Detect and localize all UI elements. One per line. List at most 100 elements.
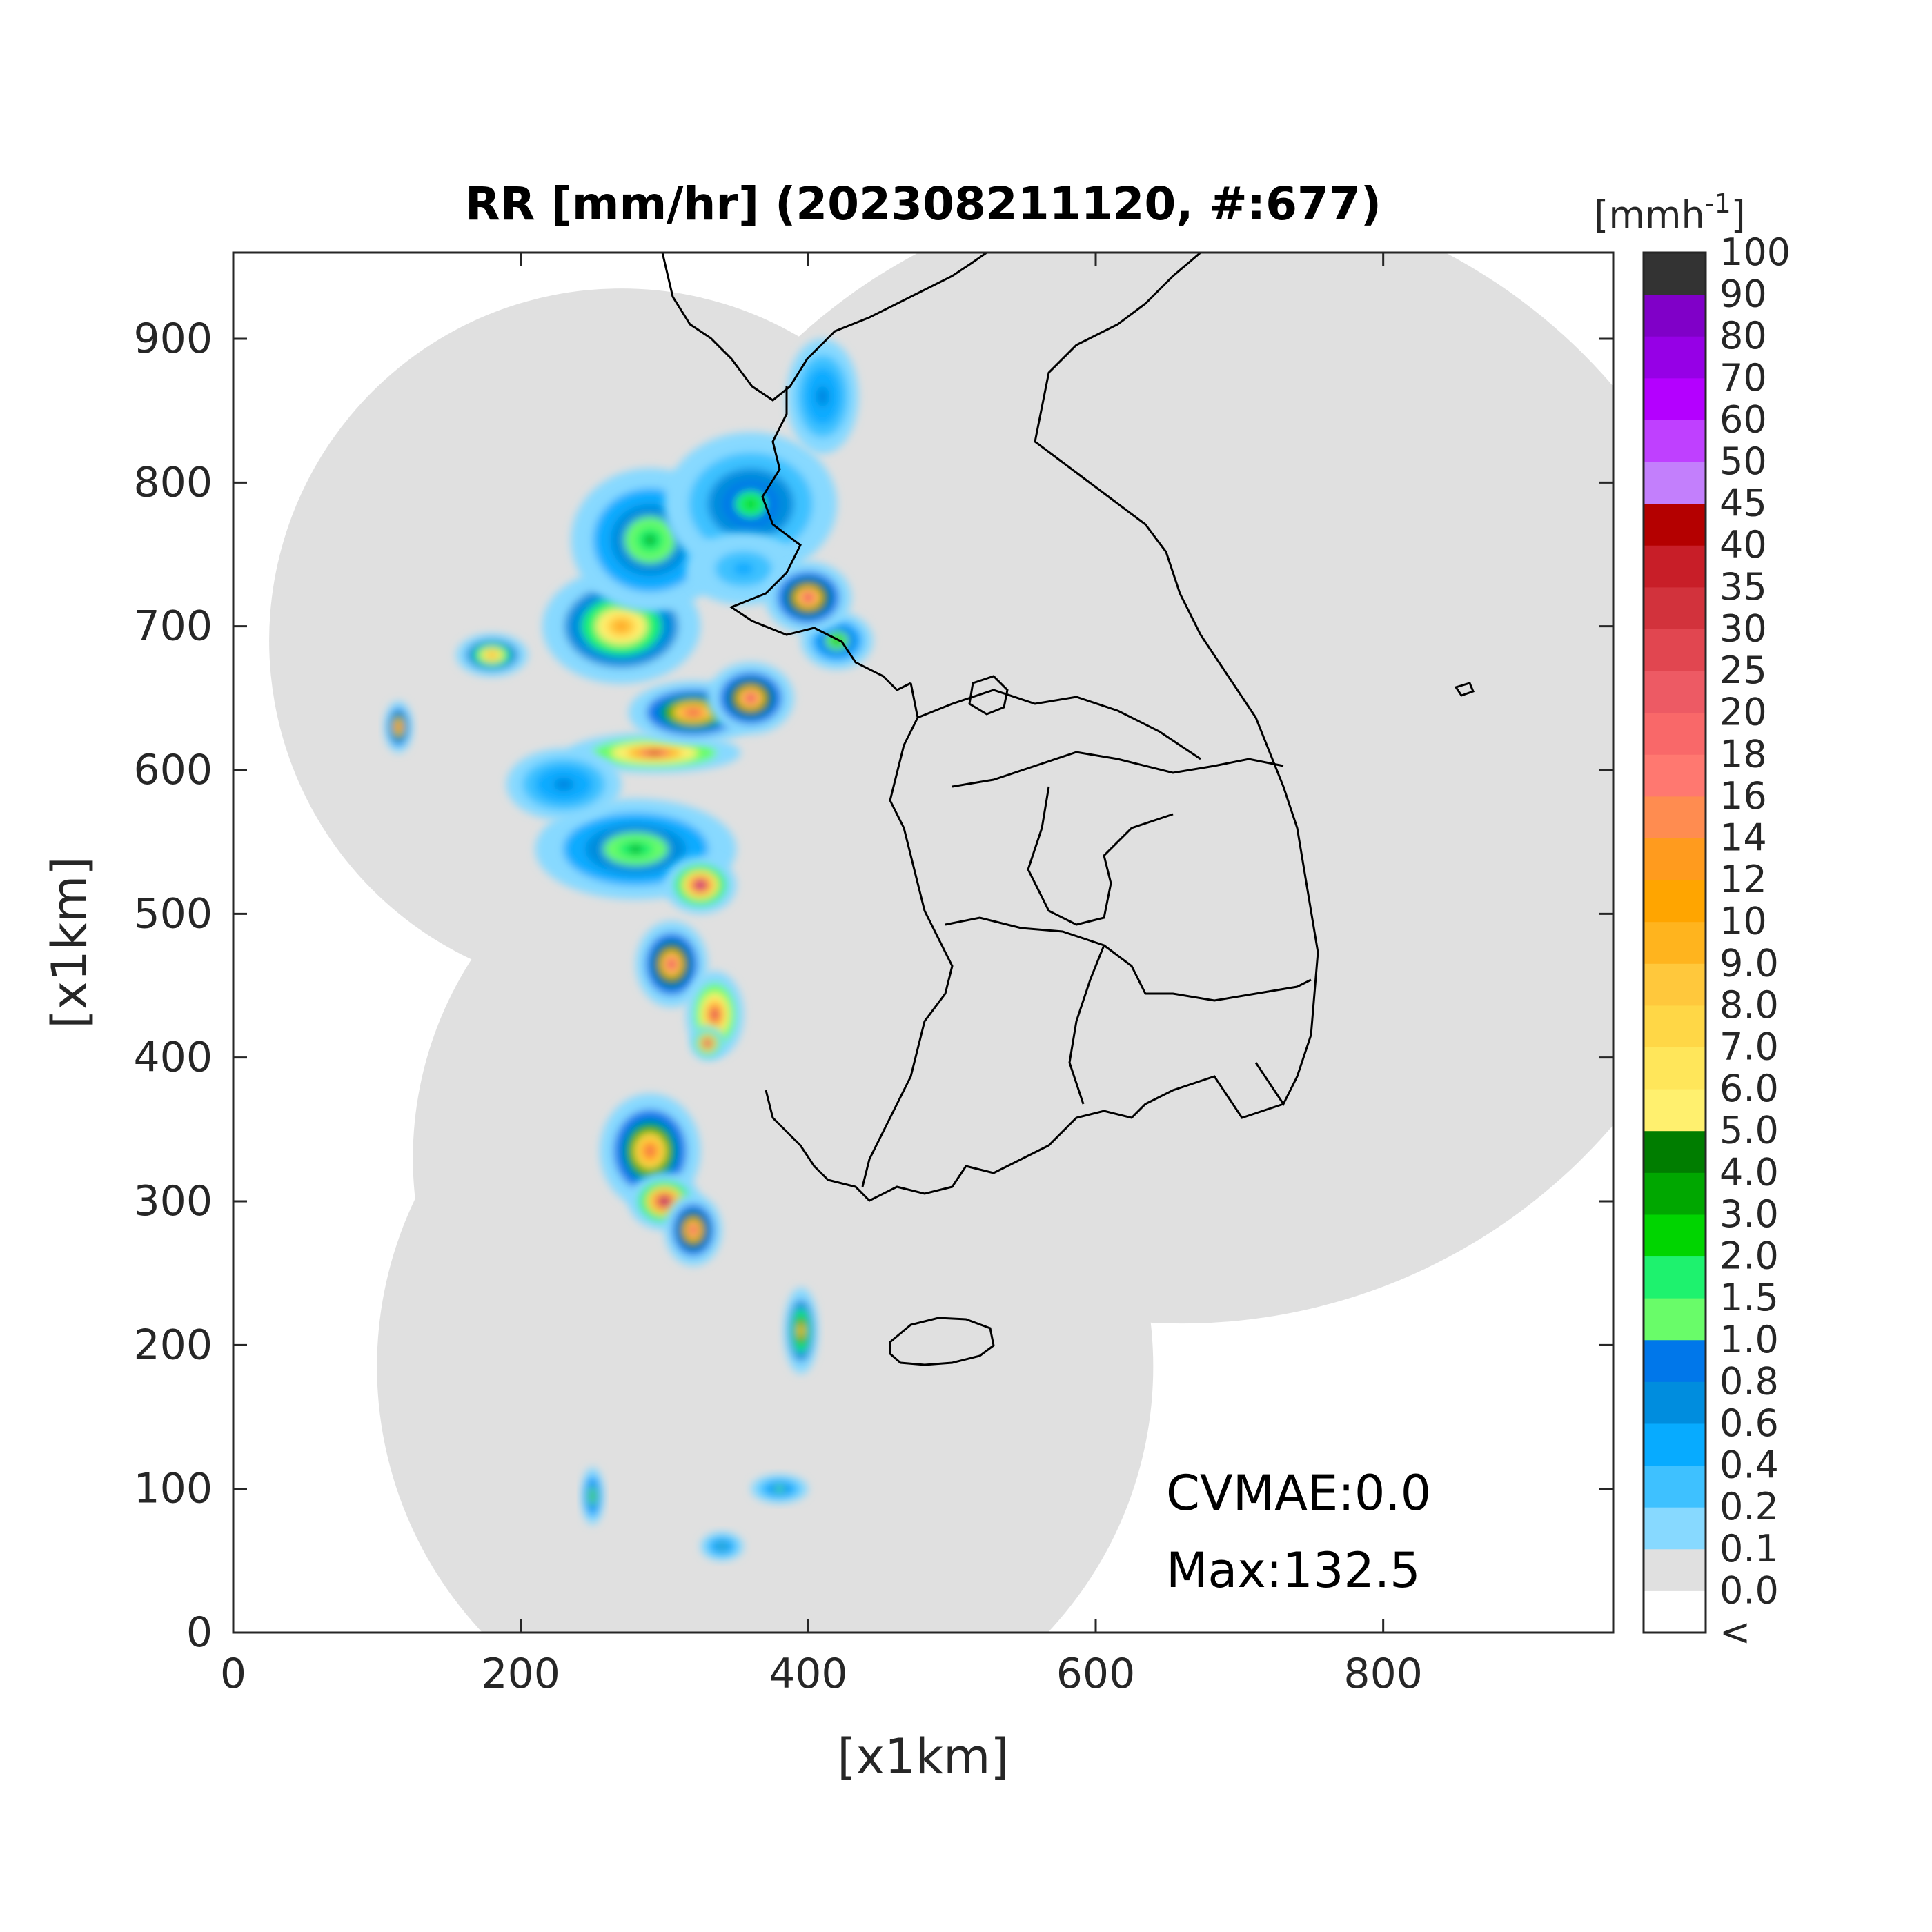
colorbar-label-13: 6.0: [1719, 1067, 1779, 1110]
colorbar-label-32: 90: [1719, 273, 1767, 316]
colorbar-label-26: 40: [1719, 523, 1767, 566]
rain-cell-17-band-5: [590, 1494, 595, 1499]
colorbar-swatch-29: [1644, 377, 1706, 420]
colorbar-label-14: 7.0: [1719, 1025, 1779, 1069]
y-tick-label-9: 900: [133, 315, 213, 363]
rain-cell-21: [765, 561, 851, 634]
colorbar-swatch-21: [1644, 712, 1706, 755]
colorbar-label-20: 16: [1719, 774, 1767, 818]
x-tick-label-0: 0: [220, 1650, 246, 1698]
colorbar-label-28: 50: [1719, 440, 1767, 483]
colorbar-label-23: 25: [1719, 649, 1767, 692]
rain-cell-3-band-5: [615, 622, 627, 631]
rain-cell-22-band-5: [820, 392, 825, 401]
rain-cell-10-band-5: [647, 1147, 654, 1155]
colorbar-swatch-15: [1644, 963, 1706, 1006]
y-tick-label-8: 800: [133, 458, 213, 506]
colorbar-swatch-10: [1644, 1172, 1706, 1215]
colorbar-swatch-20: [1644, 754, 1706, 797]
coastline-boundaries: [661, 253, 1475, 1366]
colorbar-label-27: 45: [1719, 482, 1767, 525]
rain-cell-13-band-5: [705, 1041, 710, 1045]
y-tick-label-5: 500: [133, 889, 213, 938]
seoul-boundary: [968, 675, 1009, 716]
x-tick-label-2: 400: [769, 1650, 848, 1698]
rain-cell-1-band-5: [689, 710, 698, 715]
colorbar-unit: [mmh-1]: [1594, 188, 1745, 237]
colorbar-label-3: 0.2: [1719, 1485, 1779, 1528]
x-tick-label-1: 200: [481, 1650, 560, 1698]
colorbar-unit-exponent: -1: [1705, 188, 1731, 219]
colorbar-label-12: 5.0: [1719, 1109, 1779, 1152]
y-axis: 0 100 200 300 400 500 600 700 800 900: [133, 315, 1613, 1657]
colorbar-unit-close: ]: [1731, 193, 1746, 237]
colorbar-label-0: <: [1719, 1610, 1751, 1654]
colorbar-swatch-0: [1644, 1590, 1706, 1633]
colorbar-label-2: 0.1: [1719, 1527, 1779, 1570]
figure-title: RR [mm/hr] (202308211120, #:677): [465, 177, 1381, 230]
ulleung-island: [1454, 682, 1475, 697]
x-tick-label-4: 800: [1343, 1650, 1423, 1698]
colorbar-label-9: 2.0: [1719, 1234, 1779, 1278]
rain-cell-16-band-5: [396, 724, 401, 729]
sk-west-coast: [861, 682, 954, 1187]
colorbar-swatch-4: [1644, 1423, 1706, 1466]
y-tick-label-6: 600: [133, 746, 213, 794]
rain-cell-13: [690, 1025, 725, 1061]
colorbar-label-17: 10: [1719, 900, 1767, 943]
rain-cell-4-band-5: [644, 535, 656, 545]
colorbar-label-6: 0.8: [1719, 1359, 1779, 1403]
colorbar-label-5: 0.6: [1719, 1401, 1779, 1445]
colorbar-swatch-12: [1644, 1089, 1706, 1132]
colorbar-label-16: 9.0: [1719, 941, 1779, 985]
axes-box: [232, 251, 1615, 1634]
y-tick-label-4: 400: [133, 1034, 213, 1082]
colorbar-swatch-16: [1644, 921, 1706, 964]
rain-cell-8-band-5: [669, 960, 675, 967]
colorbar-label-11: 4.0: [1719, 1150, 1779, 1194]
rain-cell-7: [664, 856, 737, 914]
colorbar-swatch-11: [1644, 1130, 1706, 1173]
colorbar-swatch-17: [1644, 880, 1706, 923]
rain-cell-0: [568, 732, 741, 773]
y-axis-label: [x1km]: [41, 856, 98, 1028]
rain-cell-23-band-5: [777, 1486, 782, 1491]
china-korea-border: [661, 253, 987, 402]
rain-cell-24-band-5: [720, 1544, 724, 1548]
colorbar-swatch-23: [1644, 629, 1706, 671]
colorbar-swatch-1: [1644, 1548, 1706, 1591]
rain-cell-19-band-5: [560, 782, 569, 787]
x-axis-label: [x1km]: [837, 1728, 1009, 1785]
y-tick-label-0: 0: [186, 1608, 213, 1657]
colorbar-label-22: 20: [1719, 691, 1767, 734]
colorbar-swatch-22: [1644, 671, 1706, 713]
rain-cell-12-band-5: [691, 1228, 696, 1233]
colorbar-label-21: 18: [1719, 732, 1767, 776]
colorbar-label-31: 80: [1719, 314, 1767, 357]
colorbar-swatch-26: [1644, 503, 1706, 546]
colorbar-swatch-25: [1644, 545, 1706, 588]
rain-cell-11-band-5: [662, 1199, 667, 1203]
colorbar-swatch-7: [1644, 1298, 1706, 1341]
colorbar: <0.00.10.20.40.60.81.01.52.03.04.05.06.0…: [1642, 230, 1791, 1654]
rain-cell-2: [707, 662, 794, 734]
rain-cell-14: [783, 1288, 818, 1374]
colorbar-swatch-9: [1644, 1214, 1706, 1257]
colorbar-swatch-28: [1644, 420, 1706, 462]
rain-cell-12: [664, 1194, 722, 1266]
rain-cell-23: [751, 1474, 809, 1504]
colorbar-swatch-18: [1644, 838, 1706, 880]
rain-cell-21-band-5: [805, 595, 811, 600]
colorbar-swatch-27: [1644, 462, 1706, 504]
colorbar-swatch-5: [1644, 1381, 1706, 1424]
colorbar-swatch-31: [1644, 294, 1706, 337]
y-tick-label-2: 200: [133, 1321, 213, 1369]
colorbar-swatch-24: [1644, 586, 1706, 629]
colorbar-unit-base: [mmh: [1594, 193, 1705, 237]
coverage-disk-3: [614, 253, 1613, 1323]
y-tick-label-7: 700: [133, 602, 213, 651]
cvmae-annotation: CVMAE:0.0: [1166, 1465, 1431, 1521]
colorbar-swatch-3: [1644, 1465, 1706, 1508]
province-border-5: [1103, 944, 1312, 1002]
